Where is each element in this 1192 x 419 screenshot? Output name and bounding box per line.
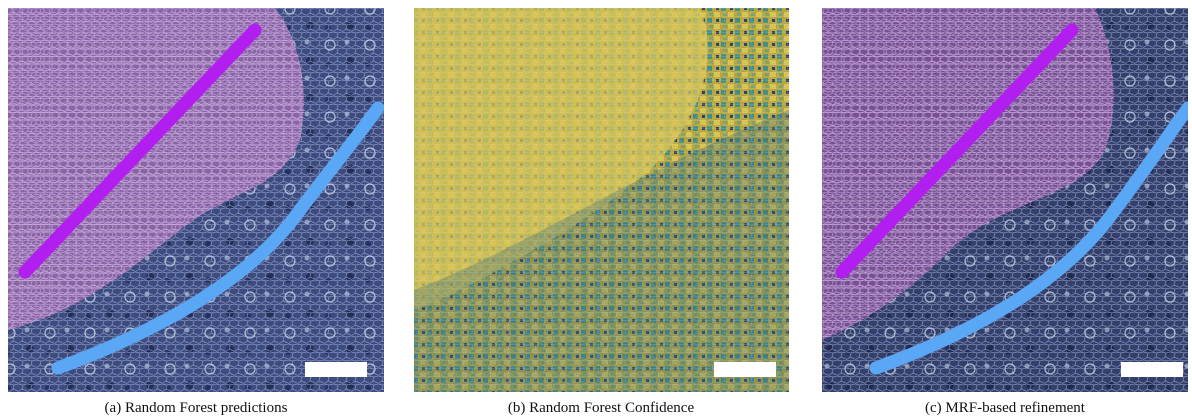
caption: (b) Random Forest Confidence (508, 400, 695, 416)
panel-b-image (414, 8, 789, 392)
caption: (a) Random Forest predictions (105, 400, 288, 416)
panel-c-image (822, 8, 1188, 392)
caption: (c) MRF-based refinement (925, 400, 1086, 416)
panel-a-image (8, 8, 384, 392)
